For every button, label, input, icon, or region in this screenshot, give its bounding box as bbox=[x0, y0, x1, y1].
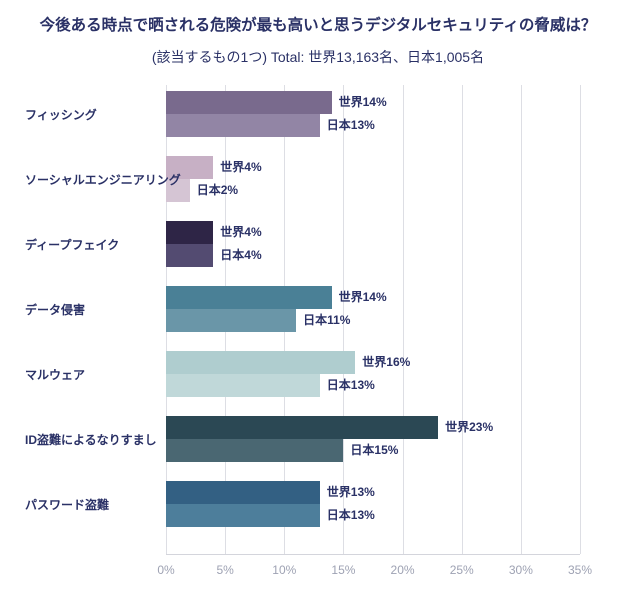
bar-value-label: 世界23% bbox=[445, 420, 494, 434]
x-axis-tick-label: 35% bbox=[567, 563, 593, 577]
bar-value-label: 日本13% bbox=[326, 118, 375, 132]
category-label: データ侵害 bbox=[25, 303, 86, 317]
bar-world bbox=[166, 91, 332, 114]
chart-subtitle: (該当するもの1つ) Total: 世界13,163名、日本1,005名 bbox=[151, 49, 485, 65]
category-label: ID盗難によるなりすまし bbox=[25, 433, 157, 447]
bar-value-label: 世界14% bbox=[338, 290, 387, 304]
bar-world bbox=[166, 221, 214, 244]
x-axis-tick-label: 10% bbox=[272, 563, 297, 577]
category-label: ソーシャルエンジニアリング bbox=[25, 173, 181, 187]
bar-japan bbox=[166, 244, 214, 267]
category-label: フィッシング bbox=[25, 108, 97, 122]
bar-japan bbox=[166, 114, 320, 137]
gridline bbox=[520, 85, 522, 554]
gridline bbox=[580, 85, 581, 554]
x-axis-tick-label: 25% bbox=[449, 563, 474, 577]
bar-world bbox=[166, 416, 439, 439]
bar-value-label: 世界4% bbox=[220, 225, 262, 239]
bar-value-label: 世界14% bbox=[338, 95, 387, 109]
bar-value-label: 日本15% bbox=[350, 443, 399, 457]
category-label: パスワード盗難 bbox=[25, 498, 110, 512]
gridline bbox=[402, 85, 404, 554]
bar-world bbox=[166, 156, 214, 179]
gridline bbox=[461, 85, 463, 554]
x-axis-tick-label: 0% bbox=[157, 563, 175, 577]
bar-japan bbox=[166, 309, 297, 332]
x-axis-tick-label: 15% bbox=[331, 563, 356, 577]
bar-value-label: 日本4% bbox=[220, 248, 262, 262]
bar-japan bbox=[166, 504, 320, 527]
plot-area: 世界14% 日本13% 世界4% 日本2% 世界4% 日本4% 世界14% 日本11% 世界16… bbox=[166, 85, 581, 555]
category-label: ディープフェイク bbox=[25, 238, 120, 252]
bar-value-label: 日本11% bbox=[303, 313, 351, 327]
bar-world bbox=[166, 481, 320, 504]
bar-value-label: 日本13% bbox=[326, 508, 375, 522]
bar-japan bbox=[166, 179, 190, 202]
category-label: マルウェア bbox=[25, 368, 86, 382]
bar-world bbox=[166, 286, 332, 309]
x-axis-tick-label: 5% bbox=[216, 563, 234, 577]
chart-title: 今後ある時点で晒される危険が最も高いと思うデジタルセキュリティの脅威は？ bbox=[39, 17, 597, 34]
bar-world bbox=[166, 351, 356, 374]
x-axis-tick-label: 30% bbox=[508, 563, 533, 577]
bar-japan bbox=[166, 374, 320, 397]
bar-value-label: 日本13% bbox=[326, 378, 375, 392]
bar-value-label: 世界4% bbox=[220, 160, 262, 174]
gridline bbox=[343, 85, 345, 554]
bar-japan bbox=[166, 439, 344, 462]
bar-value-label: 世界16% bbox=[362, 355, 411, 369]
bar-value-label: 日本2% bbox=[196, 183, 239, 197]
bar-value-label: 世界13% bbox=[326, 485, 375, 499]
x-axis-tick-label: 20% bbox=[390, 563, 415, 577]
